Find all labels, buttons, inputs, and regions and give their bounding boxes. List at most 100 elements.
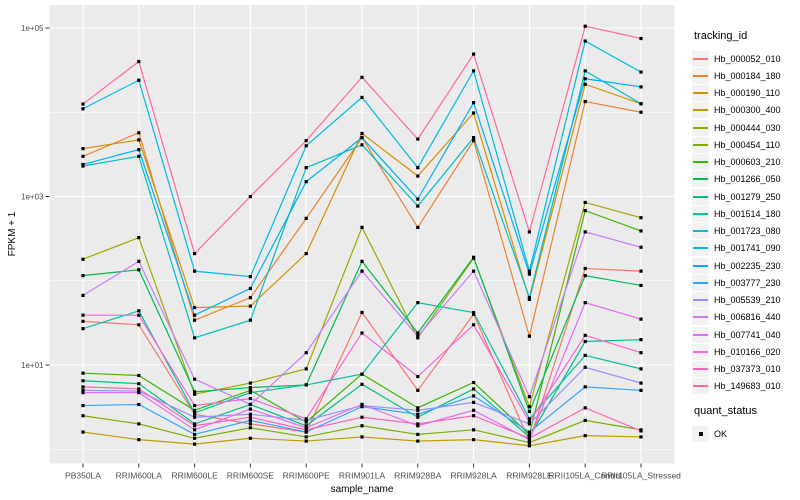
data-point	[583, 77, 587, 81]
data-point	[248, 415, 252, 419]
data-point	[472, 323, 476, 327]
data-point	[248, 194, 252, 199]
data-point	[81, 257, 85, 261]
legend-key-line-icon	[693, 178, 708, 181]
data-point	[193, 392, 197, 396]
data-point	[304, 439, 308, 443]
data-point	[193, 422, 197, 426]
legend-key	[692, 85, 709, 102]
data-point	[304, 166, 308, 170]
legend-key	[692, 274, 709, 291]
data-point	[416, 406, 420, 410]
data-point	[583, 418, 587, 423]
data-point	[248, 412, 252, 416]
data-point	[137, 373, 141, 378]
data-point	[583, 339, 587, 344]
data-point	[527, 405, 531, 409]
data-point	[304, 430, 308, 434]
data-point	[81, 403, 85, 408]
legend-item: Hb_037373_010	[692, 361, 800, 378]
x-tick-label: RRIM928BA	[394, 471, 442, 481]
data-point	[583, 274, 587, 278]
data-point	[360, 131, 364, 136]
x-axis-title: sample_name	[331, 484, 394, 495]
data-point	[248, 422, 252, 426]
data-point	[248, 391, 252, 395]
data-point	[583, 434, 587, 438]
data-point	[304, 435, 308, 439]
legend-item: Hb_000184_180	[692, 67, 800, 84]
axis-tick-labels: 1e+05 1e+03 1e+01 PB350LA RRIM600LA RRIM600LE…	[21, 24, 681, 481]
data-point	[472, 101, 476, 105]
legend-items: Hb_000052_010 Hb_000184_180 Hb_000190_110 H…	[692, 50, 800, 395]
data-point	[81, 391, 85, 395]
data-point	[304, 216, 308, 220]
legend-item-label: Hb_001514_180	[714, 208, 781, 219]
y-tick-label: 1e+05	[21, 24, 44, 33]
data-point	[583, 39, 587, 43]
data-point	[81, 274, 85, 278]
legend-key-line-icon	[693, 195, 708, 198]
data-point	[527, 334, 531, 338]
legend-key	[692, 257, 709, 274]
data-point	[193, 377, 197, 381]
data-point	[304, 417, 308, 421]
data-point	[472, 312, 476, 316]
legend-item: Hb_001514_180	[692, 205, 800, 222]
x-tick-label: RRIM928LE	[506, 471, 553, 481]
data-point	[304, 139, 308, 143]
data-point	[416, 424, 420, 428]
legend-key-line-icon	[693, 126, 708, 129]
data-point	[137, 387, 141, 391]
data-point	[583, 230, 587, 234]
data-point	[583, 266, 587, 271]
legend-key-line-icon	[693, 230, 708, 233]
data-point	[639, 110, 643, 114]
legend-key-line-icon	[693, 161, 708, 164]
data-point	[81, 414, 85, 418]
data-point	[583, 301, 587, 305]
data-point	[527, 420, 531, 424]
data-point	[81, 293, 85, 298]
legend-item: Hb_001741_090	[692, 240, 800, 257]
legend-item-label: Hb_010166_020	[714, 346, 781, 357]
legend-item-label: Hb_000603_210	[714, 157, 781, 168]
data-point	[304, 351, 308, 355]
data-point	[193, 306, 197, 310]
legend-item-label: Hb_003777_230	[714, 277, 781, 288]
data-point	[193, 403, 197, 408]
data-point	[416, 197, 420, 201]
data-point	[193, 313, 197, 317]
x-tick-label: RRIM901LA	[339, 471, 386, 481]
data-point	[248, 385, 252, 390]
data-point	[583, 385, 587, 389]
data-points	[81, 24, 643, 448]
data-point	[639, 317, 643, 321]
data-point	[416, 336, 420, 340]
legend-item-label: Hb_000052_010	[714, 53, 781, 64]
x-tick-label: RRIM928LA	[450, 471, 497, 481]
data-point	[583, 353, 587, 358]
data-point	[527, 440, 531, 445]
data-point	[137, 154, 141, 158]
x-tick-label: RRII105LA_Control	[548, 471, 622, 481]
legend-item-label: OK	[714, 428, 728, 439]
data-point	[360, 75, 364, 79]
legend-key	[692, 67, 709, 84]
legend-item: Hb_000454_110	[692, 136, 800, 153]
data-point	[81, 327, 85, 331]
data-point	[639, 269, 643, 273]
legend: tracking_id Hb_000052_010 Hb_000184_180 Hb…	[692, 0, 800, 500]
legend-key-line-icon	[693, 143, 708, 146]
data-point	[193, 432, 197, 437]
y-axis-title: FPKM + 1	[7, 211, 18, 256]
data-point	[472, 136, 476, 140]
data-point	[193, 428, 197, 432]
data-point	[472, 408, 476, 412]
data-point	[137, 148, 141, 152]
legend-key-line-icon	[693, 109, 708, 112]
x-tick-label: RRIM600LA	[116, 471, 163, 481]
legend-item-label: Hb_005539_210	[714, 295, 781, 306]
x-tick-label: RRII105LA_Stressed	[601, 471, 681, 481]
